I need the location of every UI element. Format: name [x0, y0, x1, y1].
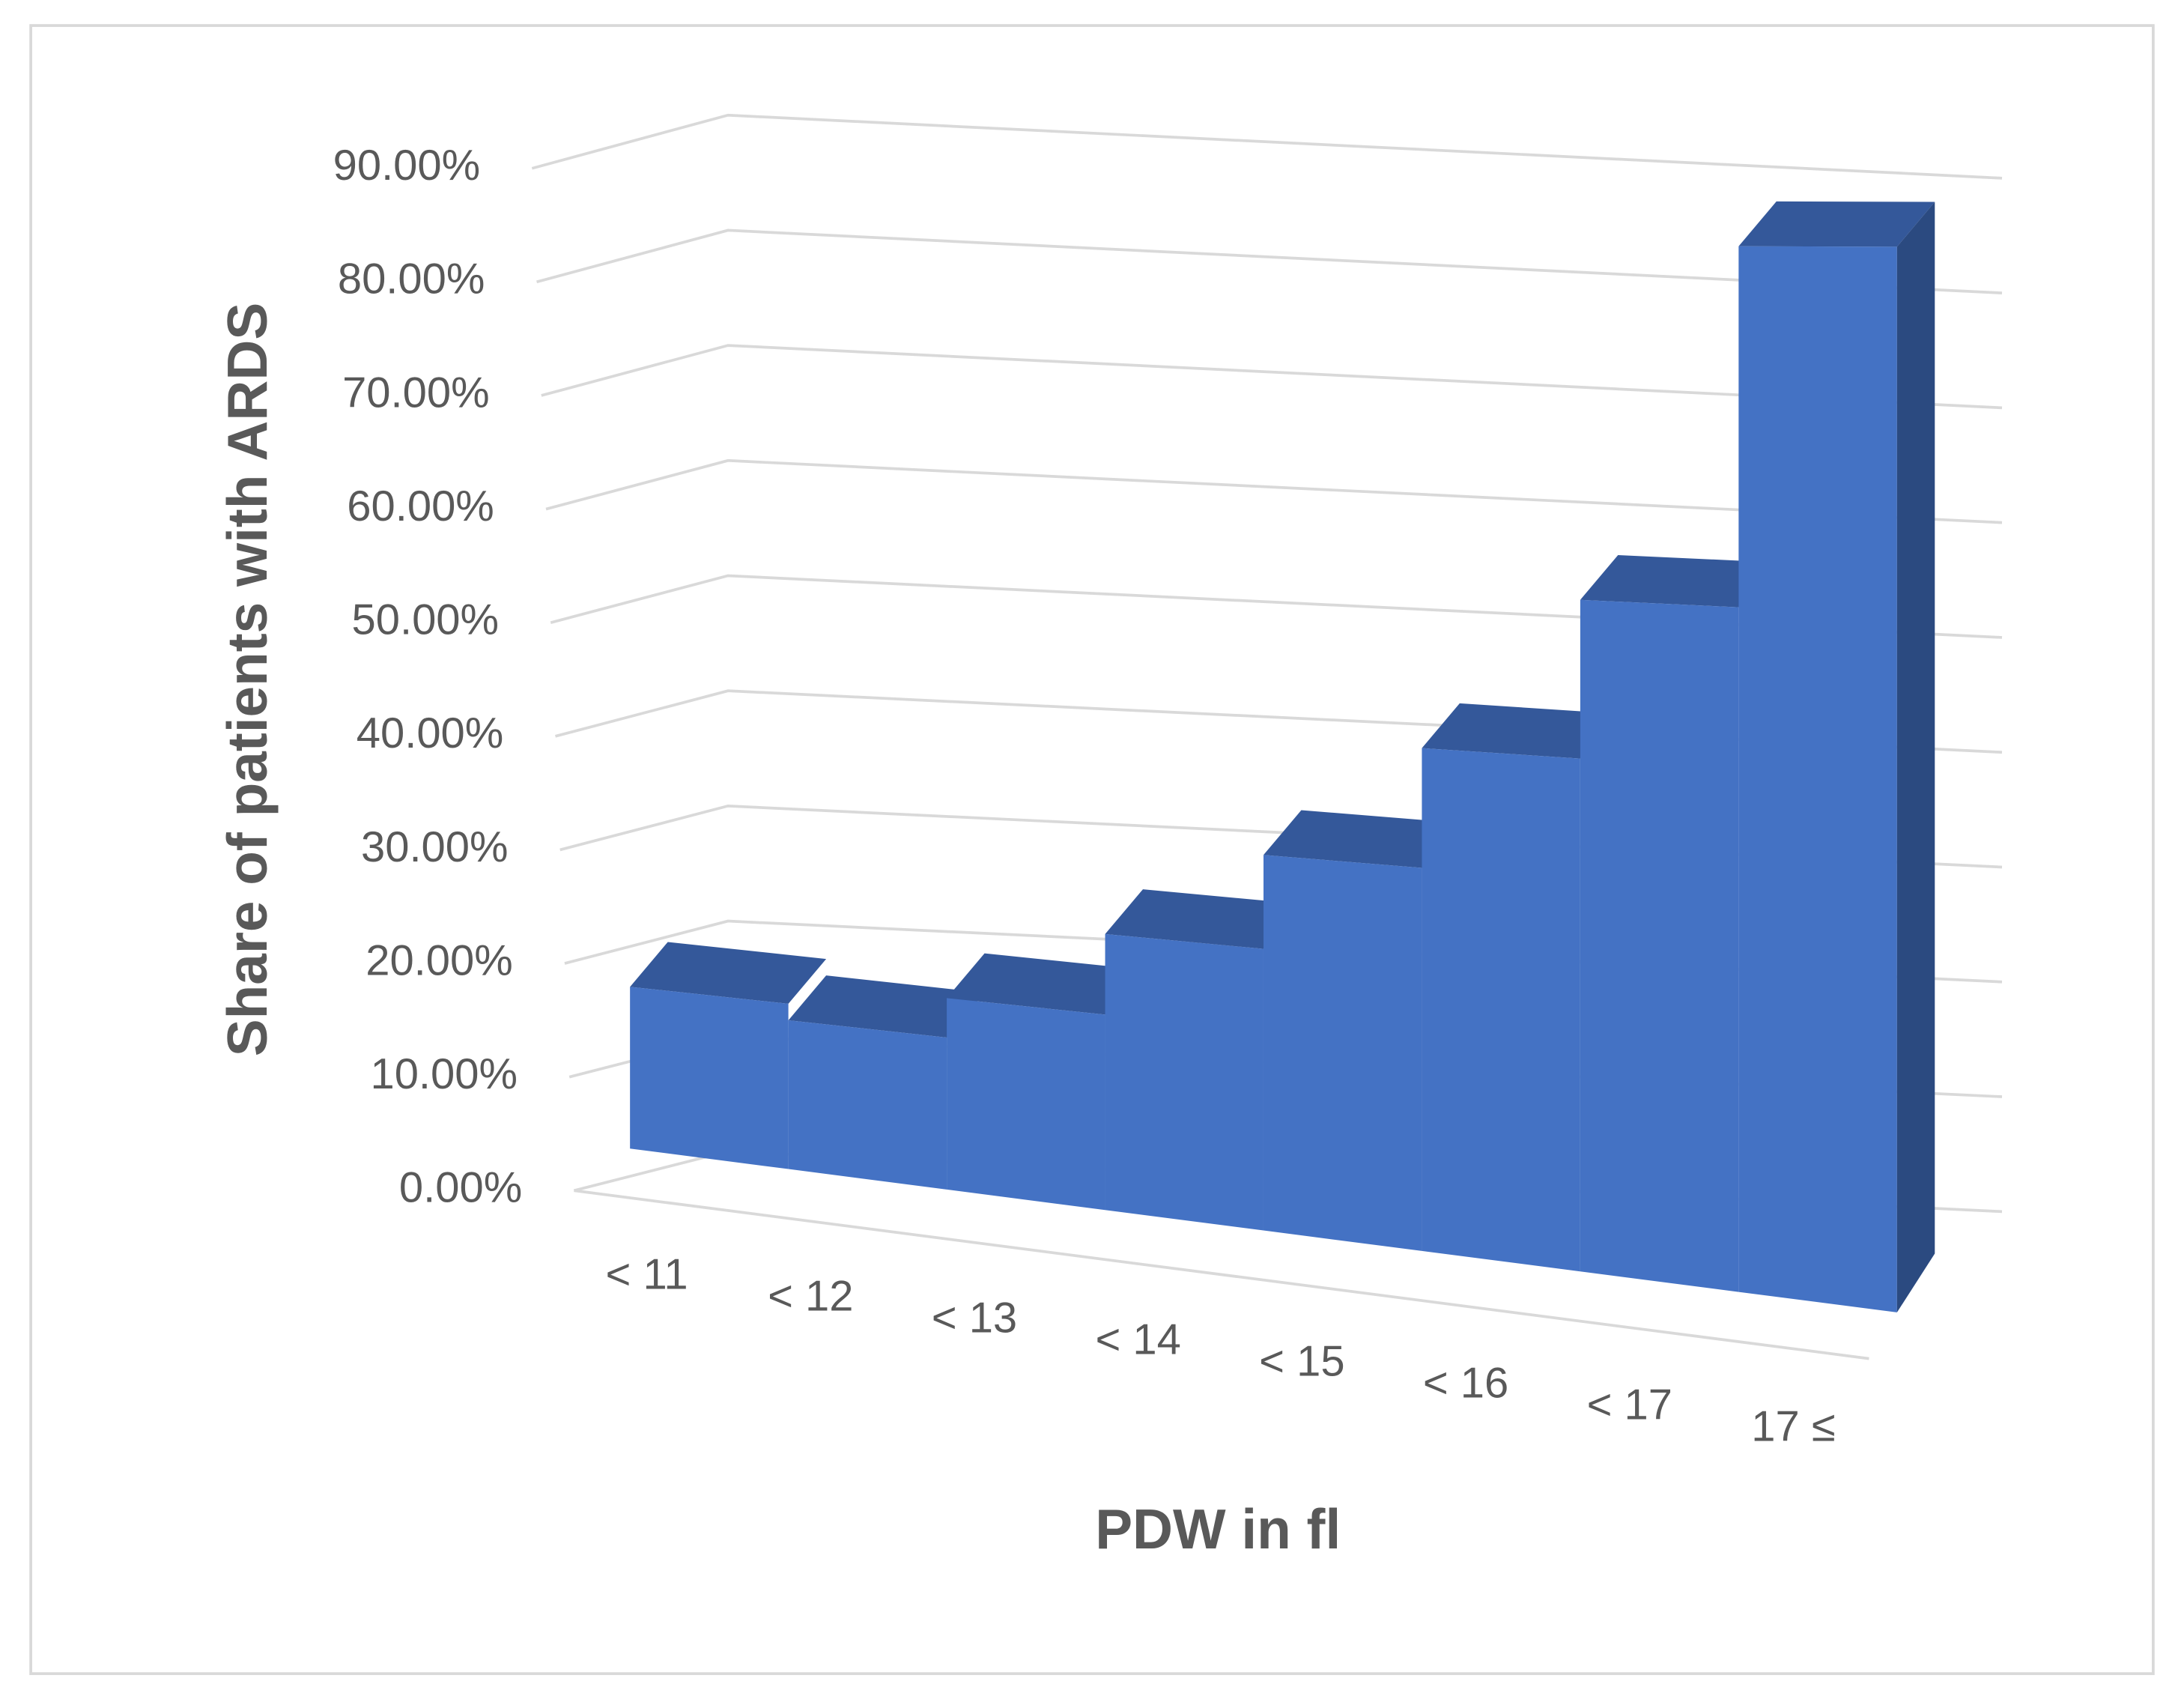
area-front — [1422, 748, 1580, 1272]
y-tick-label: 20.00% — [365, 936, 513, 984]
y-tick-label: 50.00% — [352, 596, 500, 644]
grid-line — [536, 228, 2003, 294]
area-top — [788, 975, 985, 1038]
x-tick-label: < 16 — [1423, 1359, 1508, 1407]
area-front — [947, 998, 1105, 1211]
y-tick-label: 30.00% — [361, 823, 509, 871]
x-tick-label: < 14 — [1095, 1315, 1180, 1363]
grid-line — [541, 344, 2003, 410]
area-front — [1738, 246, 1897, 1312]
area-front — [1105, 933, 1264, 1231]
x-axis-title: PDW in fl — [1095, 1497, 1341, 1560]
area-top — [1738, 201, 1935, 247]
y-tick-label: 70.00% — [342, 369, 490, 417]
area-top — [1580, 554, 1777, 608]
area-top — [947, 953, 1143, 1015]
x-tick-label: < 17 — [1587, 1381, 1672, 1429]
area-side — [1896, 202, 1935, 1312]
area-front — [788, 1020, 947, 1190]
area-top — [1263, 810, 1460, 868]
grid-line — [550, 574, 2003, 639]
y-tick-label: 40.00% — [357, 709, 504, 757]
y-tick-label: 0.00% — [399, 1164, 522, 1212]
area-top — [1105, 889, 1302, 949]
x-tick-label: < 15 — [1259, 1337, 1344, 1385]
area-front — [1263, 855, 1422, 1251]
x-tick-label: < 11 — [606, 1250, 688, 1298]
y-axis-title: Share of patients with ARDS — [216, 303, 279, 1056]
x-tick-label: 17 ≤ — [1751, 1402, 1835, 1450]
y-tick-label: 10.00% — [370, 1050, 518, 1098]
y-tick-label: 80.00% — [338, 255, 485, 303]
area-top — [1422, 703, 1619, 759]
x-tick-label: < 12 — [768, 1272, 853, 1320]
y-tick-label: 60.00% — [347, 482, 494, 530]
area-top — [630, 942, 827, 1004]
area-front — [630, 987, 789, 1169]
grid-line — [545, 458, 2003, 524]
area-front — [1580, 599, 1739, 1292]
y-tick-label: 90.00% — [333, 142, 481, 190]
floor-line — [574, 1189, 1869, 1360]
x-tick-label: < 13 — [932, 1294, 1017, 1342]
grid-line — [531, 113, 2003, 180]
